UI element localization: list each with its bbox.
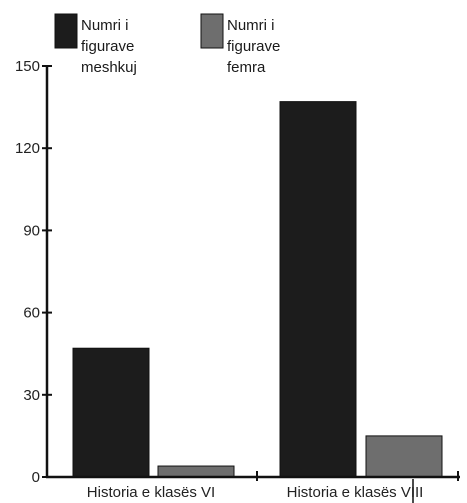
legend-label-2-line-3: femra bbox=[227, 59, 266, 76]
category-labels: Historia e klasës VI Historia e klasës VI… bbox=[87, 479, 424, 503]
legend-swatch-2 bbox=[200, 13, 224, 49]
bar-femra-1 bbox=[157, 465, 235, 478]
bar-meshkuj-2 bbox=[279, 101, 357, 478]
bar-femra-2 bbox=[365, 435, 443, 478]
category-label-1: Historia e klasës VI bbox=[87, 484, 215, 501]
y-ticks: 0 30 60 90 120 150 bbox=[15, 58, 52, 486]
y-tick-label-90: 90 bbox=[23, 222, 40, 239]
bar-meshkuj-1 bbox=[72, 347, 150, 478]
y-tick-label-150: 150 bbox=[15, 58, 40, 75]
y-tick-label-30: 30 bbox=[23, 387, 40, 404]
legend-swatch-1 bbox=[54, 13, 78, 49]
legend-label-1-line-1: Numri i bbox=[81, 17, 129, 34]
legend: Numri i figurave meshkuj Numri i figurave fem… bbox=[54, 13, 280, 76]
bars bbox=[72, 101, 443, 478]
legend-label-1-line-3: meshkuj bbox=[81, 59, 137, 76]
legend-label-1-line-2: figurave bbox=[81, 38, 134, 55]
legend-label-2-line-2: figurave bbox=[227, 38, 280, 55]
y-tick-label-120: 120 bbox=[15, 140, 40, 157]
axes bbox=[45, 66, 460, 481]
y-tick-label-60: 60 bbox=[23, 305, 40, 322]
category-label-2: Historia e klasës VIII bbox=[287, 484, 424, 501]
y-tick-label-0: 0 bbox=[32, 469, 40, 486]
legend-label-2-line-1: Numri i bbox=[227, 17, 275, 34]
